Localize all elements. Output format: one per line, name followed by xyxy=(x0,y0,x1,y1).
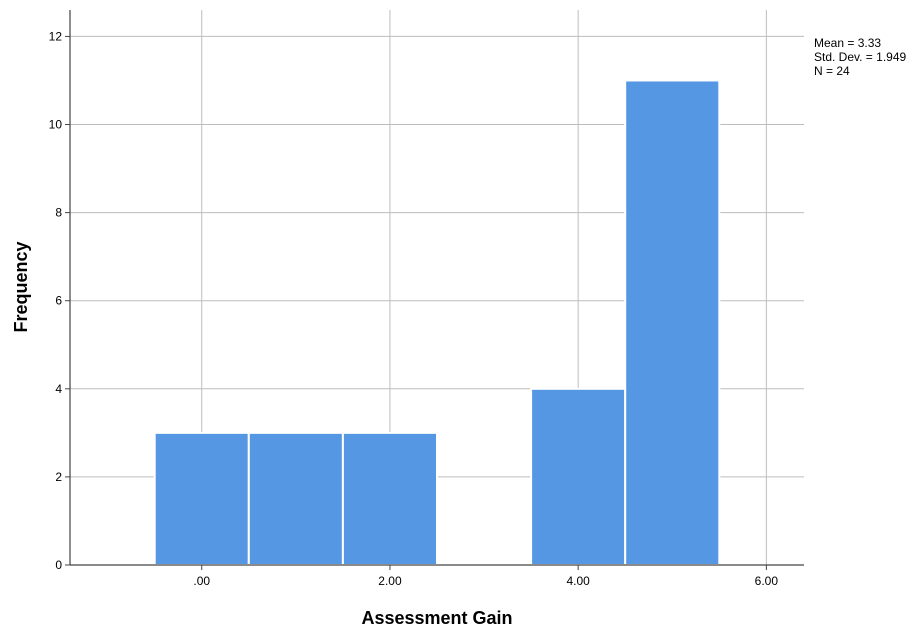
grid-layer xyxy=(70,10,804,565)
stat-std-dev: Std. Dev. = 1.949 xyxy=(814,50,906,64)
x-tick-label: .00 xyxy=(193,574,210,588)
histogram-bar xyxy=(624,79,721,566)
y-tick-label: 6 xyxy=(55,294,62,308)
y-tick-label: 0 xyxy=(55,558,62,572)
histogram-bar xyxy=(530,387,627,566)
stat-mean: Mean = 3.33 xyxy=(814,36,881,50)
y-tick-label: 2 xyxy=(55,470,62,484)
tick-label-layer: 0 2 4 6 8 10 12 .00 2.00 4.00 6.00 xyxy=(49,29,779,588)
y-axis-title: Frequency xyxy=(11,241,31,332)
axis-layer xyxy=(65,10,804,570)
y-tick-label: 8 xyxy=(55,206,62,220)
statistics-box: Mean = 3.33 Std. Dev. = 1.949 N = 24 xyxy=(814,36,906,78)
bar-layer xyxy=(153,79,721,566)
histogram-bar xyxy=(341,431,438,566)
histogram-bar xyxy=(153,431,250,566)
x-tick-label: 2.00 xyxy=(378,574,402,588)
y-tick-label: 12 xyxy=(49,29,63,43)
y-tick-label: 4 xyxy=(55,382,62,396)
histogram-bar xyxy=(247,431,344,566)
x-tick-label: 4.00 xyxy=(566,574,590,588)
x-axis-title: Assessment Gain xyxy=(361,608,512,628)
stat-n: N = 24 xyxy=(814,64,850,78)
y-tick-label: 10 xyxy=(49,118,63,132)
x-tick-label: 6.00 xyxy=(755,574,779,588)
